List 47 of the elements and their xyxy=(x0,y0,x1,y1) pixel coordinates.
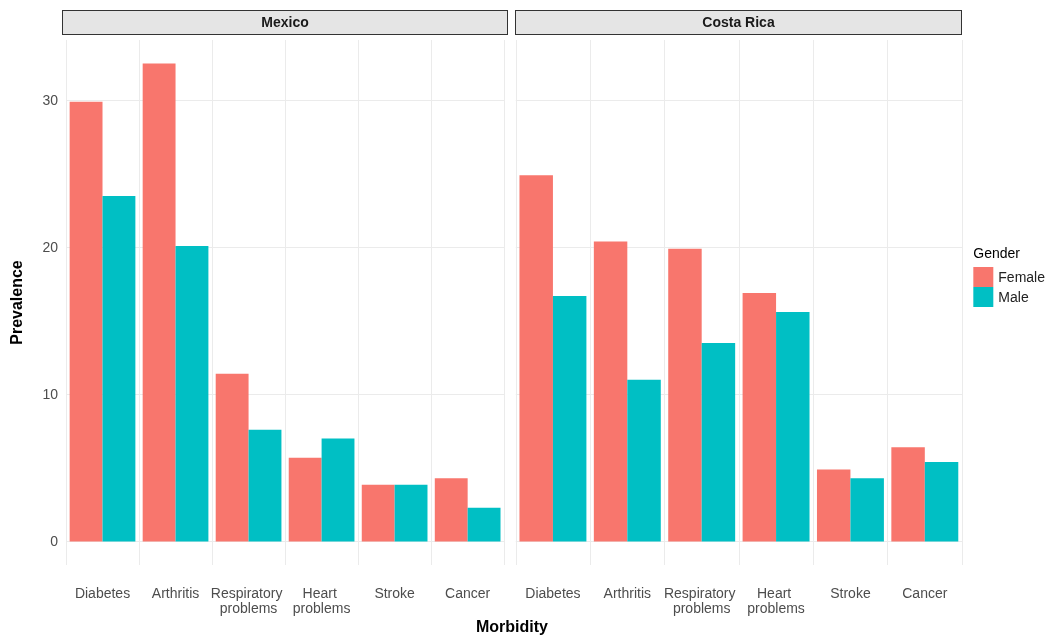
x-tick-label: Respiratory problems xyxy=(663,584,740,616)
bar xyxy=(175,245,209,542)
bar xyxy=(627,379,661,542)
bar xyxy=(69,101,103,542)
x-tick-label: Cancer xyxy=(902,584,948,601)
x-tick-label: Stroke xyxy=(374,584,416,601)
bar xyxy=(434,478,468,542)
chart-title: Mexico xyxy=(62,10,508,35)
bar xyxy=(816,469,851,542)
y-tick-label: 30 xyxy=(42,92,59,109)
chart-title: Costa Rica xyxy=(515,10,962,35)
bar xyxy=(248,429,282,542)
bar xyxy=(924,462,959,542)
bar xyxy=(288,457,322,542)
bar xyxy=(850,478,884,542)
x-tick-label: Diabetes xyxy=(74,584,131,601)
bar xyxy=(701,342,736,542)
bar xyxy=(742,292,777,542)
x-tick-label: Respiratory problems xyxy=(210,584,287,616)
x-tick-label: Diabetes xyxy=(525,584,581,601)
bar xyxy=(142,63,176,542)
bar xyxy=(891,447,925,542)
x-tick-label: Stroke xyxy=(830,584,871,601)
x-tick-label: Cancer xyxy=(445,584,491,601)
bar xyxy=(668,248,702,542)
bar xyxy=(593,241,628,542)
x-tick-label: Heart problems xyxy=(747,584,805,616)
bar xyxy=(321,438,355,542)
bar xyxy=(552,295,587,542)
y-tick-label: 0 xyxy=(50,533,59,550)
legend-label: Female xyxy=(998,269,1046,285)
x-axis-title: Morbidity xyxy=(475,618,549,636)
bar xyxy=(467,507,501,542)
x-tick-label: Heart problems xyxy=(292,584,351,616)
bar xyxy=(215,373,249,542)
x-tick-label: Arthritis xyxy=(603,584,652,601)
y-axis-title: Prevalence xyxy=(7,260,25,345)
bar xyxy=(394,484,428,542)
y-tick-label: 20 xyxy=(42,239,59,256)
bar xyxy=(776,312,810,542)
bar xyxy=(519,175,553,542)
legend-title: Gender xyxy=(973,245,1020,261)
y-tick-label: 10 xyxy=(42,386,59,403)
bar xyxy=(361,484,395,542)
legend-label: Male xyxy=(998,289,1029,305)
bar xyxy=(102,195,136,542)
x-tick-label: Arthritis xyxy=(151,584,200,601)
